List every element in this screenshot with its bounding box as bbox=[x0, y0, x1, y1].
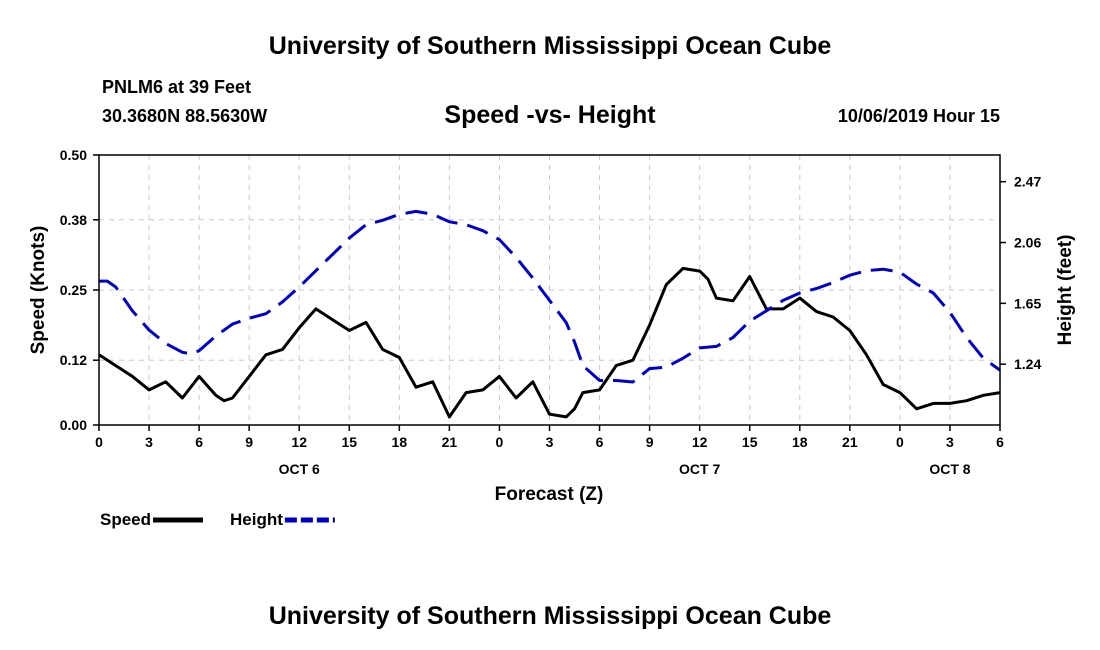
x-tick-label: 0 bbox=[496, 434, 504, 450]
y-left-tick-label: 0.25 bbox=[60, 282, 87, 298]
y-right-tick-label: 2.47 bbox=[1014, 174, 1041, 190]
x-tick-label: 12 bbox=[692, 434, 708, 450]
x-tick-label: 0 bbox=[896, 434, 904, 450]
station-label: PNLM6 at 39 Feet bbox=[102, 77, 252, 97]
y-left-tick-label: 0.50 bbox=[60, 147, 87, 163]
day-label: OCT 6 bbox=[279, 461, 320, 477]
station-coords: 30.3680N 88.5630W bbox=[102, 106, 268, 126]
x-tick-label: 3 bbox=[946, 434, 954, 450]
x-tick-label: 0 bbox=[95, 434, 103, 450]
y-axis-left-label: Speed (Knots) bbox=[28, 226, 49, 355]
x-axis-label: Forecast (Z) bbox=[495, 484, 604, 505]
legend: Speed Height bbox=[100, 510, 335, 529]
page-title: University of Southern Mississippi Ocean… bbox=[268, 32, 832, 60]
axes: 0 3 6 9 12 15 18 21 0 3 6 9 12 15 18 21 0 3 6 0.00 0.12 0.25 0… bbox=[60, 147, 1042, 477]
y-left-tick-label: 0.12 bbox=[60, 352, 87, 368]
legend-label-speed: Speed bbox=[100, 510, 151, 529]
x-tick-label: 15 bbox=[742, 434, 758, 450]
y-left-tick-label: 0.00 bbox=[60, 417, 87, 433]
x-tick-label: 3 bbox=[546, 434, 554, 450]
legend-label-height: Height bbox=[230, 510, 283, 529]
footer-title: University of Southern Mississippi Ocean… bbox=[268, 602, 832, 630]
height-series-line bbox=[99, 209, 1001, 384]
x-tick-label: 9 bbox=[646, 434, 654, 450]
x-tick-label: 21 bbox=[442, 434, 458, 450]
y-right-tick-label: 1.65 bbox=[1014, 295, 1041, 311]
x-tick-label: 9 bbox=[245, 434, 253, 450]
x-tick-label: 6 bbox=[195, 434, 203, 450]
day-label: OCT 8 bbox=[929, 461, 970, 477]
y-axis-right-label: Height (feet) bbox=[1055, 235, 1076, 346]
x-tick-label: 6 bbox=[996, 434, 1004, 450]
grid bbox=[99, 155, 1000, 425]
y-right-tick-label: 2.06 bbox=[1014, 235, 1041, 251]
x-tick-label: 6 bbox=[596, 434, 604, 450]
y-right-tick-label: 1.24 bbox=[1014, 356, 1041, 372]
x-tick-label: 18 bbox=[392, 434, 408, 450]
day-label: OCT 7 bbox=[679, 461, 720, 477]
y-left-tick-label: 0.38 bbox=[60, 212, 87, 228]
forecast-datetime: 10/06/2019 Hour 15 bbox=[837, 106, 1000, 126]
x-tick-label: 15 bbox=[341, 434, 357, 450]
x-tick-label: 3 bbox=[145, 434, 153, 450]
x-tick-label: 18 bbox=[792, 434, 808, 450]
speed-series-line bbox=[98, 266, 1001, 419]
series-layer bbox=[98, 209, 1001, 419]
x-tick-label: 12 bbox=[291, 434, 307, 450]
x-tick-label: 21 bbox=[842, 434, 858, 450]
chart-subtitle: Speed -vs- Height bbox=[444, 101, 656, 129]
